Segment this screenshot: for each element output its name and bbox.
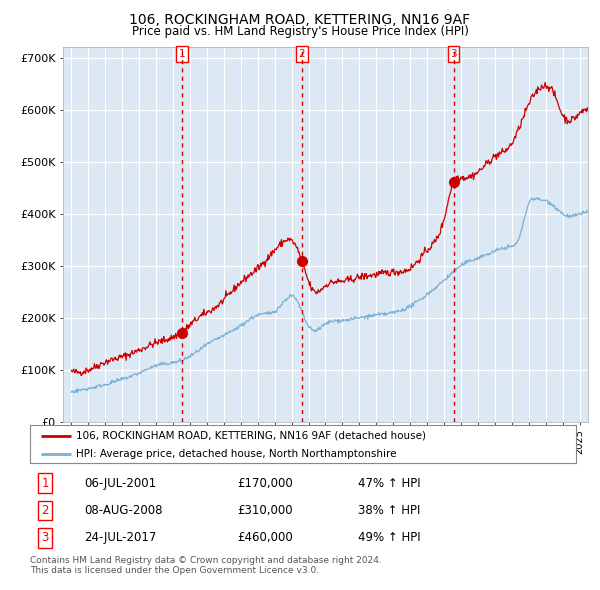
Text: 24-JUL-2017: 24-JUL-2017 [85, 532, 157, 545]
Text: £310,000: £310,000 [238, 504, 293, 517]
Text: 106, ROCKINGHAM ROAD, KETTERING, NN16 9AF (detached house): 106, ROCKINGHAM ROAD, KETTERING, NN16 9A… [76, 431, 427, 441]
Text: 2: 2 [298, 49, 305, 59]
Text: 38% ↑ HPI: 38% ↑ HPI [358, 504, 420, 517]
Text: 1: 1 [178, 49, 185, 59]
Text: Contains HM Land Registry data © Crown copyright and database right 2024.
This d: Contains HM Land Registry data © Crown c… [30, 556, 382, 575]
Text: 49% ↑ HPI: 49% ↑ HPI [358, 532, 420, 545]
Text: £170,000: £170,000 [238, 477, 293, 490]
Text: 3: 3 [41, 532, 49, 545]
Text: 106, ROCKINGHAM ROAD, KETTERING, NN16 9AF: 106, ROCKINGHAM ROAD, KETTERING, NN16 9A… [130, 13, 470, 27]
Text: 2: 2 [41, 504, 49, 517]
Text: 08-AUG-2008: 08-AUG-2008 [85, 504, 163, 517]
Text: 06-JUL-2001: 06-JUL-2001 [85, 477, 157, 490]
Text: £460,000: £460,000 [238, 532, 293, 545]
Text: 1: 1 [41, 477, 49, 490]
Text: Price paid vs. HM Land Registry's House Price Index (HPI): Price paid vs. HM Land Registry's House … [131, 25, 469, 38]
Text: 47% ↑ HPI: 47% ↑ HPI [358, 477, 420, 490]
Text: HPI: Average price, detached house, North Northamptonshire: HPI: Average price, detached house, Nort… [76, 448, 397, 458]
Text: 3: 3 [450, 49, 457, 59]
